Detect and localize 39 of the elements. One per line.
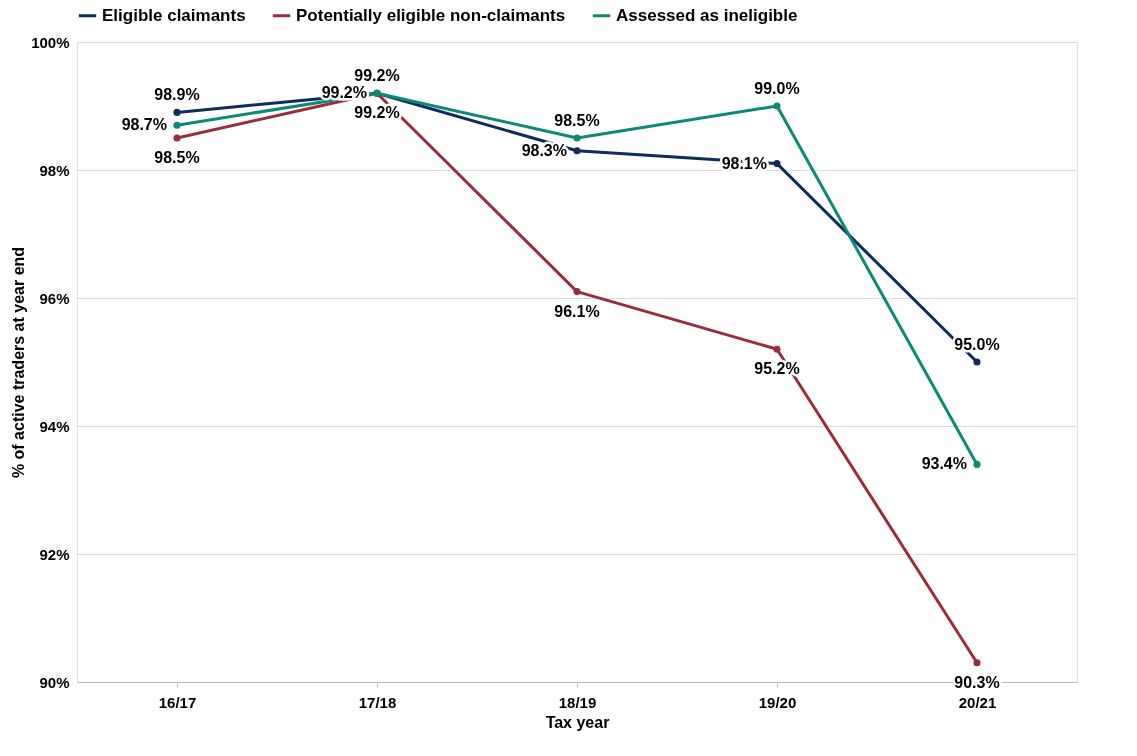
x-axis-title: Tax year bbox=[545, 713, 610, 731]
legend-label: Assessed as ineligible bbox=[616, 5, 798, 25]
point bbox=[773, 102, 781, 110]
y-tick-label: 100% bbox=[31, 33, 70, 51]
x-tick-label: 16/17 bbox=[158, 693, 197, 711]
y-tick-label: 94% bbox=[39, 417, 70, 435]
point bbox=[973, 460, 981, 468]
point bbox=[973, 358, 981, 366]
data-label: 98.3% bbox=[521, 141, 567, 159]
point bbox=[173, 121, 181, 129]
y-axis-title: % of active traders at year end bbox=[10, 246, 28, 479]
data-label: 98.7% bbox=[121, 116, 167, 134]
point bbox=[773, 345, 781, 353]
point bbox=[573, 288, 581, 296]
x-tick-label: 20/21 bbox=[958, 693, 997, 711]
y-tick-label: 92% bbox=[39, 545, 70, 563]
data-label: 99.2% bbox=[354, 67, 400, 85]
data-label: 98.9% bbox=[154, 86, 200, 104]
y-tick-label: 90% bbox=[39, 673, 70, 691]
x-tick-label: 18/19 bbox=[558, 693, 597, 711]
y-tick-label: 98% bbox=[39, 161, 70, 179]
y-tick-label: 96% bbox=[39, 289, 70, 307]
data-label: 98.5% bbox=[554, 112, 600, 129]
point bbox=[773, 160, 781, 168]
data-label: 98.5% bbox=[154, 149, 200, 166]
data-label: 90.3% bbox=[954, 673, 1000, 691]
legend-label: Potentially eligible non-claimants bbox=[296, 5, 566, 25]
point bbox=[573, 134, 581, 142]
point bbox=[973, 659, 981, 667]
x-tick-label: 17/18 bbox=[358, 693, 397, 711]
data-label: 99.0% bbox=[754, 80, 800, 97]
x-tick-label: 19/20 bbox=[758, 693, 797, 711]
data-label: 93.4% bbox=[921, 455, 967, 473]
data-label: 96.1% bbox=[554, 302, 600, 320]
data-label: 99.2% bbox=[354, 104, 400, 122]
point bbox=[173, 134, 181, 142]
point bbox=[173, 108, 181, 116]
point bbox=[573, 147, 581, 155]
legend-label: Eligible claimants bbox=[102, 5, 246, 25]
